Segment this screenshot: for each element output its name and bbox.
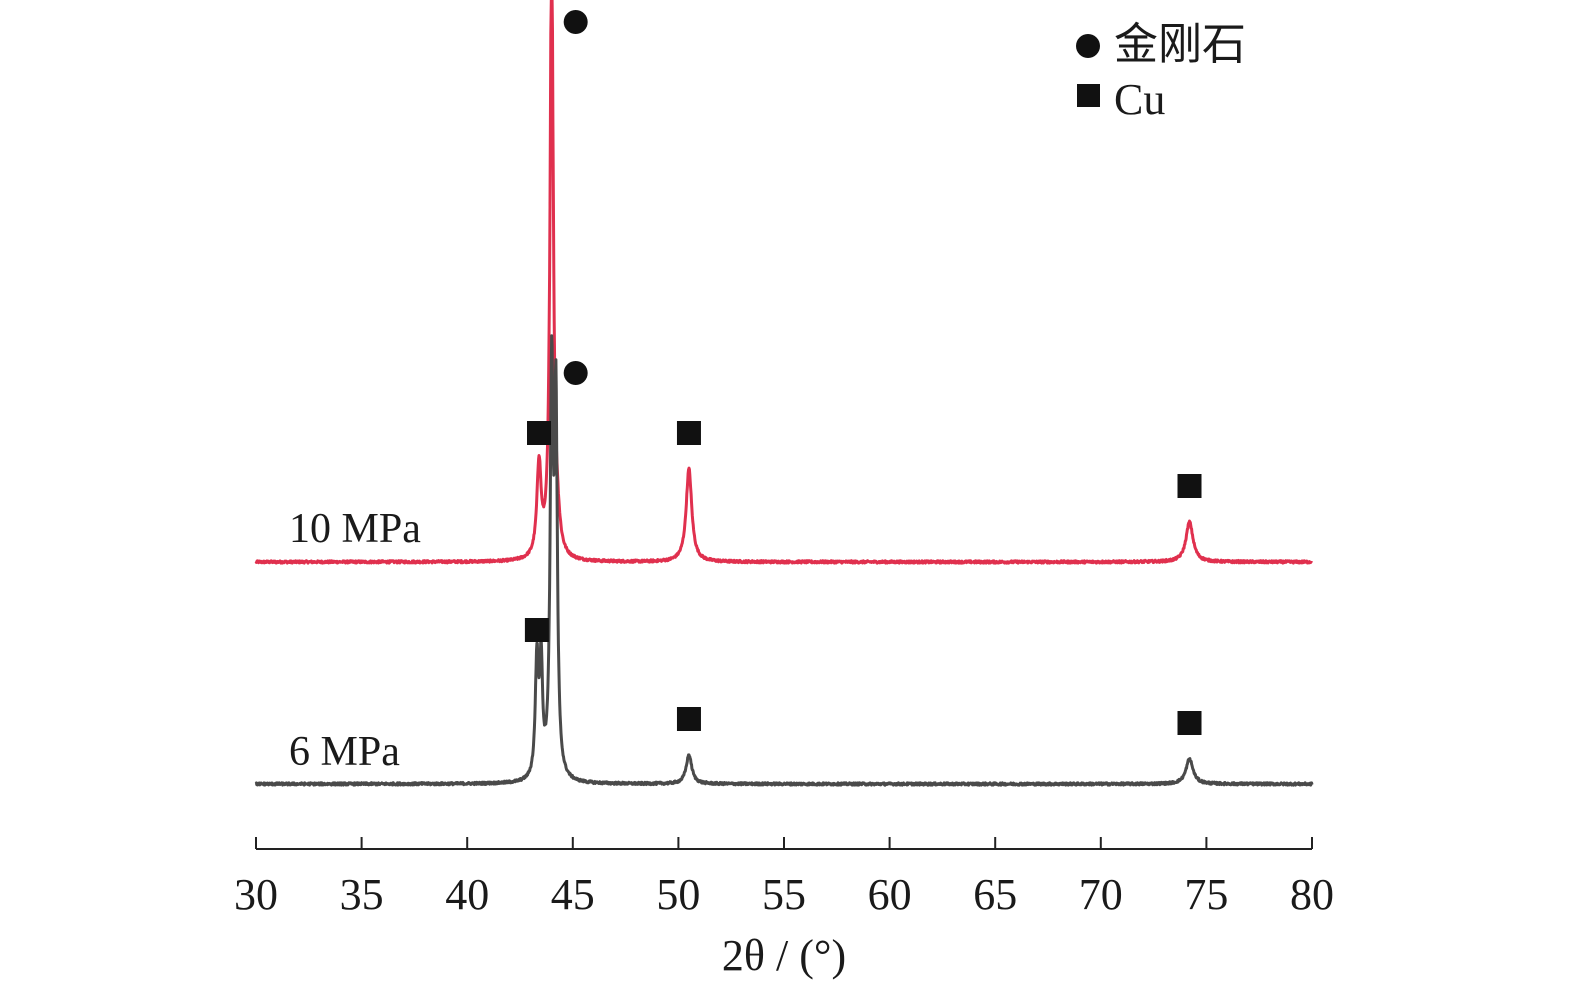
peak-marker-diamond-6-mpa-44 (563, 361, 588, 385)
peak-marker-diamond-10-mpa-44 (563, 10, 588, 34)
x-tick-label-45: 45 (551, 870, 595, 919)
peak-marker-cu-6-mpa-50.5 (676, 707, 701, 731)
legend-circle-marker (1076, 34, 1100, 58)
x-tick-label-65: 65 (973, 870, 1017, 919)
series-layer (254, 0, 1314, 787)
series-line-10-mpa (254, 0, 1314, 565)
peak-marker-layer (524, 10, 1202, 735)
x-tick-label-70: 70 (1079, 870, 1123, 919)
legend-label-cu: Cu (1114, 75, 1165, 124)
x-ticks: 30 35 40 45 50 55 60 65 70 75 80 (234, 837, 1334, 919)
x-tick-label-50: 50 (656, 870, 700, 919)
x-tick-label-30: 30 (234, 870, 278, 919)
x-tick-label-40: 40 (445, 870, 489, 919)
peak-marker-cu-10-mpa-43.4 (527, 421, 552, 445)
legend-square-marker (1077, 84, 1100, 107)
x-tick-label-35: 35 (340, 870, 384, 919)
peak-marker-cu-6-mpa-43.3 (524, 618, 549, 642)
x-axis-label: 2θ / (°) (722, 931, 846, 980)
series-label-6mpa: 6 MPa (289, 729, 400, 775)
peak-marker-cu-6-mpa-74.2 (1177, 711, 1202, 735)
x-tick-label-75: 75 (1184, 870, 1228, 919)
series-line-6-mpa (254, 334, 1314, 787)
peak-marker-cu-10-mpa-50.5 (676, 421, 701, 445)
series-label-10mpa: 10 MPa (289, 506, 421, 552)
x-tick-label-80: 80 (1290, 870, 1334, 919)
legend: 金刚石 Cu (1076, 20, 1246, 124)
peak-marker-cu-10-mpa-74.2 (1177, 474, 1202, 498)
x-tick-label-60: 60 (868, 870, 912, 919)
x-tick-label-55: 55 (762, 870, 806, 919)
legend-label-diamond: 金刚石 (1114, 20, 1246, 69)
